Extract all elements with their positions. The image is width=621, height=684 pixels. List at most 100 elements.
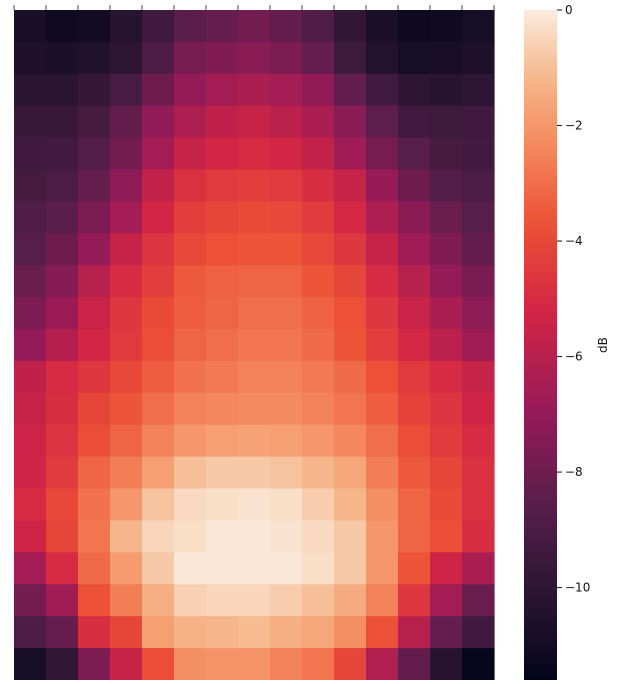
heatmap-cell bbox=[270, 392, 303, 426]
heatmap-cell bbox=[46, 488, 79, 522]
heatmap-cell bbox=[398, 456, 431, 490]
heatmap-cell bbox=[366, 392, 399, 426]
heatmap-cell bbox=[174, 73, 207, 107]
colorbar-label: dB bbox=[596, 337, 610, 353]
heatmap-cell bbox=[366, 105, 399, 139]
heatmap-cell bbox=[174, 10, 207, 43]
heatmap-cell bbox=[462, 648, 495, 681]
heatmap-cell bbox=[334, 265, 367, 298]
heatmap-cell bbox=[46, 392, 79, 426]
heatmap-cell bbox=[430, 233, 463, 266]
heatmap-cell bbox=[110, 360, 143, 394]
heatmap-cell bbox=[110, 265, 143, 298]
heatmap-cell bbox=[206, 520, 239, 553]
heatmap-cell bbox=[78, 456, 111, 490]
heatmap-cell bbox=[14, 329, 47, 362]
heatmap-cell bbox=[270, 41, 303, 75]
colorbar-gradient bbox=[524, 10, 557, 680]
colorbar-tick-label: −6 bbox=[565, 350, 583, 364]
heatmap-cell bbox=[238, 488, 271, 522]
heatmap-cell bbox=[142, 648, 175, 681]
heatmap-cell bbox=[366, 456, 399, 490]
heatmap-cell bbox=[174, 41, 207, 75]
heatmap-cell bbox=[462, 488, 495, 522]
heatmap-cell bbox=[142, 169, 175, 203]
heatmap-cell bbox=[366, 10, 399, 43]
heatmap-cell bbox=[398, 233, 431, 266]
heatmap-cell bbox=[430, 73, 463, 107]
heatmap-cell bbox=[302, 105, 335, 139]
heatmap-cell bbox=[78, 329, 111, 362]
heatmap-cell bbox=[430, 488, 463, 522]
heatmap-cell bbox=[174, 456, 207, 490]
heatmap-cell bbox=[238, 329, 271, 362]
heatmap-cell bbox=[366, 233, 399, 266]
heatmap-cell bbox=[78, 73, 111, 107]
heatmap-cell bbox=[110, 552, 143, 585]
heatmap-cell bbox=[46, 169, 79, 203]
heatmap-cell bbox=[366, 169, 399, 203]
heatmap-cell bbox=[270, 297, 303, 330]
heatmap-cell bbox=[142, 392, 175, 426]
heatmap-cell bbox=[14, 10, 47, 43]
heatmap-cell bbox=[238, 73, 271, 107]
heatmap-cell bbox=[142, 360, 175, 394]
heatmap-cell bbox=[14, 552, 47, 585]
heatmap-cell bbox=[142, 424, 175, 458]
heatmap-cell bbox=[238, 105, 271, 139]
heatmap-cell bbox=[78, 648, 111, 681]
heatmap-cell bbox=[78, 41, 111, 75]
heatmap-axis bbox=[13, 5, 495, 10]
heatmap-cell bbox=[334, 137, 367, 171]
heatmap-cell bbox=[142, 552, 175, 585]
heatmap-cell bbox=[270, 616, 303, 649]
heatmap-cell bbox=[398, 73, 431, 107]
heatmap-cell bbox=[334, 424, 367, 458]
heatmap-cell bbox=[430, 137, 463, 171]
heatmap-cell bbox=[206, 360, 239, 394]
heatmap-cell bbox=[270, 488, 303, 522]
heatmap-cell bbox=[110, 456, 143, 490]
heatmap-cell bbox=[206, 41, 239, 75]
heatmap-cell bbox=[174, 233, 207, 266]
heatmap-cell bbox=[334, 488, 367, 522]
heatmap-cell bbox=[238, 201, 271, 234]
heatmap-cell bbox=[110, 648, 143, 681]
heatmap-cell bbox=[238, 392, 271, 426]
heatmap-cell bbox=[366, 648, 399, 681]
heatmap-cell bbox=[206, 616, 239, 649]
heatmap-cell bbox=[14, 584, 47, 617]
heatmap-cell bbox=[110, 488, 143, 522]
colorbar-tick-label: −8 bbox=[565, 465, 583, 479]
heatmap-cell bbox=[206, 265, 239, 298]
colorbar-tick-label: −10 bbox=[565, 581, 590, 595]
heatmap-cell bbox=[366, 360, 399, 394]
heatmap-cell bbox=[78, 424, 111, 458]
heatmap-cell bbox=[110, 137, 143, 171]
heatmap-cell bbox=[206, 552, 239, 585]
heatmap-cell bbox=[14, 201, 47, 234]
heatmap-cell bbox=[366, 137, 399, 171]
heatmap-cell bbox=[206, 137, 239, 171]
heatmap-cell bbox=[270, 265, 303, 298]
heatmap-cell bbox=[270, 73, 303, 107]
heatmap-cell bbox=[174, 424, 207, 458]
heatmap-cell bbox=[142, 584, 175, 617]
heatmap-cell bbox=[206, 648, 239, 681]
heatmap-cell bbox=[302, 233, 335, 266]
heatmap-cell bbox=[270, 201, 303, 234]
heatmap-cell bbox=[174, 201, 207, 234]
heatmap-cell bbox=[206, 297, 239, 330]
heatmap-cell bbox=[46, 520, 79, 553]
heatmap-cell bbox=[142, 10, 175, 43]
heatmap-cell bbox=[46, 41, 79, 75]
heatmap-cell bbox=[46, 201, 79, 234]
heatmap-cell bbox=[430, 169, 463, 203]
heatmap-cell bbox=[366, 41, 399, 75]
heatmap-cell bbox=[110, 169, 143, 203]
heatmap-cell bbox=[270, 424, 303, 458]
heatmap-cell bbox=[462, 169, 495, 203]
heatmap-cell bbox=[238, 520, 271, 553]
heatmap-cell bbox=[142, 297, 175, 330]
